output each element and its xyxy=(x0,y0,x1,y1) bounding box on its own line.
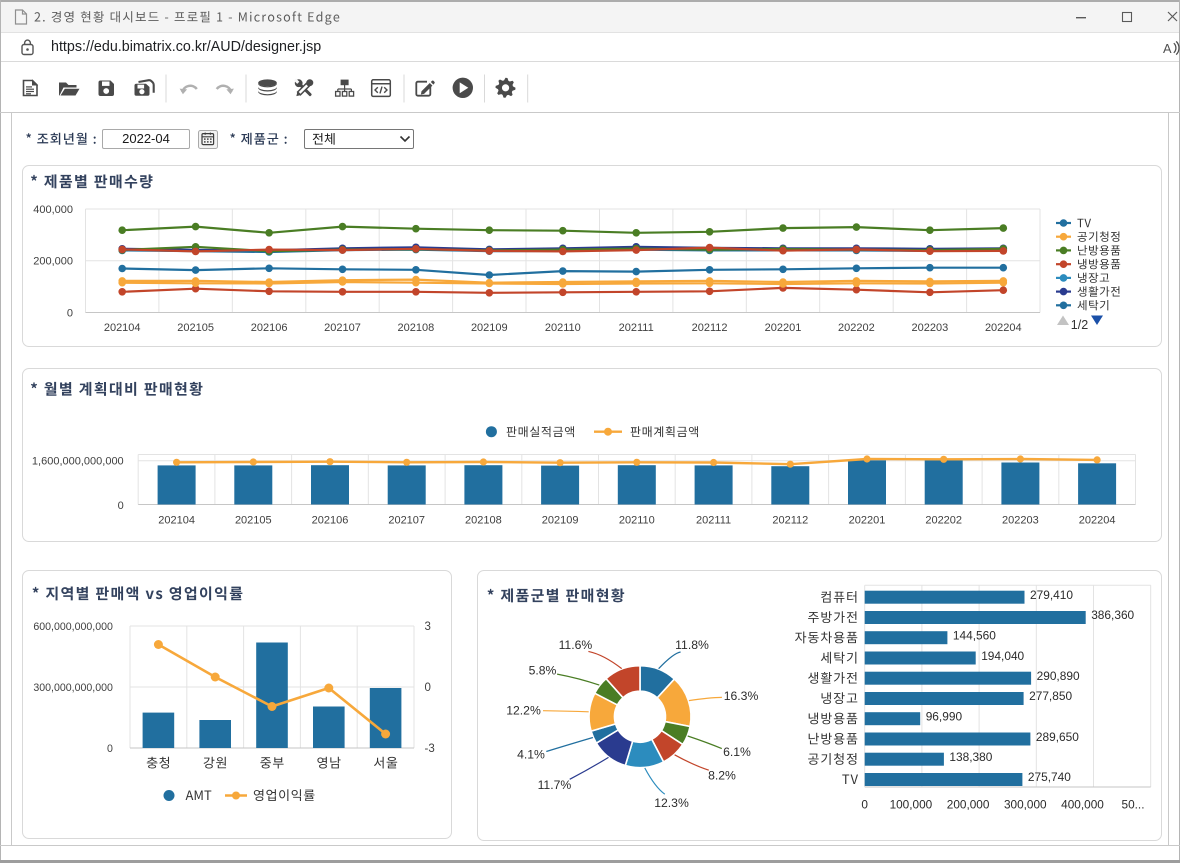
svg-text:138,380: 138,380 xyxy=(949,750,992,764)
svg-text:1,600,000,000,000: 1,600,000,000,000 xyxy=(32,455,124,467)
svg-text:202202: 202202 xyxy=(925,515,962,527)
svg-text:3: 3 xyxy=(425,621,431,633)
svg-text:200,000: 200,000 xyxy=(33,256,73,268)
svg-text:400,000: 400,000 xyxy=(1061,798,1104,812)
svg-text:202202: 202202 xyxy=(838,322,875,334)
svg-text:202109: 202109 xyxy=(542,515,579,527)
svg-text:202104: 202104 xyxy=(158,515,195,527)
svg-text:600,000,000,000: 600,000,000,000 xyxy=(33,621,113,633)
svg-text:96,990: 96,990 xyxy=(926,710,963,724)
svg-text:277,850: 277,850 xyxy=(1029,689,1072,703)
svg-text:4.1%: 4.1% xyxy=(517,748,545,762)
svg-text:202106: 202106 xyxy=(251,322,288,334)
svg-text:202111: 202111 xyxy=(696,515,731,527)
svg-text:202203: 202203 xyxy=(1002,515,1039,527)
svg-text:0: 0 xyxy=(107,743,113,755)
svg-text:202201: 202201 xyxy=(849,515,886,527)
svg-text:5.8%: 5.8% xyxy=(529,664,557,678)
svg-text:194,040: 194,040 xyxy=(981,649,1024,663)
svg-text:202107: 202107 xyxy=(388,515,425,527)
svg-text:202105: 202105 xyxy=(235,515,272,527)
svg-text:200,000: 200,000 xyxy=(947,798,990,812)
svg-text:12.3%: 12.3% xyxy=(654,796,689,810)
svg-text:12.2%: 12.2% xyxy=(506,704,541,718)
svg-text:202203: 202203 xyxy=(912,322,949,334)
svg-text:279,410: 279,410 xyxy=(1030,588,1073,602)
svg-text:11.8%: 11.8% xyxy=(675,638,709,652)
svg-text:50...: 50... xyxy=(1122,798,1145,812)
svg-text:202112: 202112 xyxy=(692,322,728,334)
svg-text:0: 0 xyxy=(67,308,73,320)
svg-text:A: A xyxy=(1163,41,1172,56)
svg-text:202107: 202107 xyxy=(324,322,361,334)
svg-text:400,000: 400,000 xyxy=(33,204,73,216)
svg-text:290,890: 290,890 xyxy=(1037,669,1080,683)
svg-text:202106: 202106 xyxy=(312,515,349,527)
svg-text:202108: 202108 xyxy=(465,515,502,527)
svg-text:202104: 202104 xyxy=(104,322,141,334)
svg-text:202105: 202105 xyxy=(177,322,214,334)
svg-text:11.7%: 11.7% xyxy=(538,778,572,792)
svg-text:0: 0 xyxy=(425,682,431,694)
svg-text:0: 0 xyxy=(118,500,124,512)
svg-text:144,560: 144,560 xyxy=(953,629,996,643)
svg-text:0: 0 xyxy=(861,798,868,812)
svg-text:6.1%: 6.1% xyxy=(723,745,751,759)
svg-text:202204: 202204 xyxy=(1079,515,1116,527)
svg-text:11.6%: 11.6% xyxy=(559,638,593,652)
svg-text:202204: 202204 xyxy=(985,322,1022,334)
svg-text:202110: 202110 xyxy=(545,322,581,334)
svg-text:202112: 202112 xyxy=(772,515,808,527)
svg-text:202111: 202111 xyxy=(619,322,654,334)
svg-text:1/2: 1/2 xyxy=(1071,318,1088,332)
svg-text:202110: 202110 xyxy=(619,515,655,527)
svg-text:275,740: 275,740 xyxy=(1028,770,1071,784)
svg-text:289,650: 289,650 xyxy=(1036,730,1079,744)
svg-text:300,000: 300,000 xyxy=(1004,798,1047,812)
svg-text:202108: 202108 xyxy=(398,322,435,334)
svg-text:-3: -3 xyxy=(425,743,435,755)
svg-text:8.2%: 8.2% xyxy=(708,769,736,783)
svg-text:202201: 202201 xyxy=(765,322,802,334)
svg-text:16.3%: 16.3% xyxy=(724,689,759,703)
svg-text:300,000,000,000: 300,000,000,000 xyxy=(33,682,113,694)
svg-text:202109: 202109 xyxy=(471,322,508,334)
svg-text:386,360: 386,360 xyxy=(1091,608,1134,622)
svg-text:100,000: 100,000 xyxy=(890,798,933,812)
